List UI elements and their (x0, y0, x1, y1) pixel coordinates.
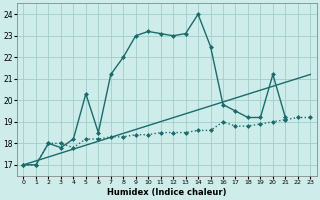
X-axis label: Humidex (Indice chaleur): Humidex (Indice chaleur) (107, 188, 227, 197)
